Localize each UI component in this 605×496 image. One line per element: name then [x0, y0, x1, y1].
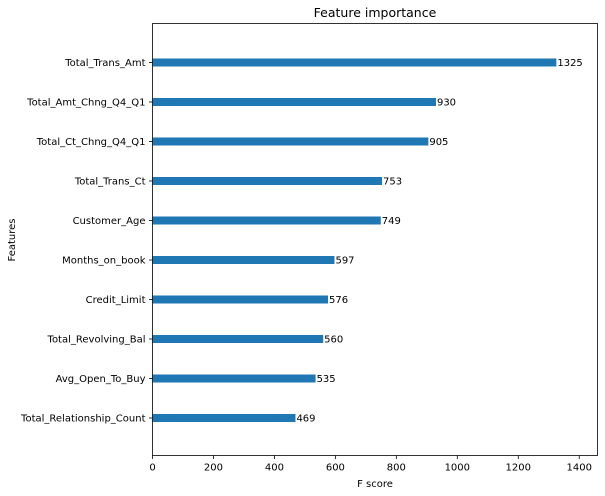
category-label: Total_Revolving_Bal	[47, 335, 146, 346]
x-axis-label: F score	[357, 479, 393, 490]
value-label: 560	[324, 335, 343, 346]
bar-avg-open-to-buy	[152, 374, 316, 383]
category-label: Total_Trans_Ct	[74, 177, 146, 188]
category-label: Total_Trans_Amt	[64, 58, 145, 69]
bar-total-ct-chng-q4-q1	[152, 137, 429, 146]
value-label: 749	[382, 216, 401, 227]
bar-months-on-book	[152, 256, 335, 264]
y-axis-label: Features	[7, 219, 18, 262]
category-label-group: Total_Trans_Amt Total_Amt_Chng_Q4_Q1 Total…	[20, 58, 146, 425]
bar-credit-limit	[152, 295, 329, 304]
value-label: 930	[437, 98, 456, 109]
category-label: Credit_Limit	[86, 295, 146, 306]
category-label: Customer_Age	[73, 216, 146, 227]
category-label: Avg_Open_To_Buy	[56, 374, 146, 385]
x-tick-group: 0 200 400 600 800 1000 1200 1400	[149, 62, 592, 474]
x-tick-label: 1200	[506, 463, 531, 474]
value-label: 576	[329, 295, 348, 306]
x-tick-label: 800	[387, 463, 406, 474]
value-label: 597	[335, 256, 354, 267]
category-label: Total_Amt_Chng_Q4_Q1	[26, 98, 145, 109]
value-label-group: 1325 930 905 753 749 597 576 560 535 469	[296, 58, 582, 425]
bar-total-revolving-bal	[152, 335, 324, 343]
bar-total-amt-chng-q4-q1	[152, 98, 436, 106]
category-label: Total_Ct_Chng_Q4_Q1	[36, 137, 146, 148]
category-label: Months_on_book	[62, 256, 146, 267]
bar-customer-age	[152, 216, 381, 225]
bar-total-trans-amt	[152, 58, 557, 67]
value-label: 753	[383, 177, 402, 188]
x-tick-label: 0	[149, 463, 155, 474]
bar-total-relationship-count	[152, 414, 296, 422]
bar-total-trans-ct	[152, 177, 383, 185]
bar-group	[152, 58, 557, 422]
chart-title: Feature importance	[314, 5, 437, 20]
x-tick-label: 600	[326, 463, 345, 474]
category-label: Total_Relationship_Count	[20, 414, 146, 425]
x-tick-label: 1400	[566, 463, 591, 474]
value-label: 535	[317, 374, 336, 385]
value-label: 1325	[557, 58, 582, 69]
value-label: 469	[296, 414, 315, 425]
plot-frame	[152, 23, 598, 456]
x-tick-label: 400	[265, 463, 284, 474]
value-label: 905	[429, 137, 448, 148]
x-tick-label: 200	[204, 463, 223, 474]
x-tick-label: 1000	[445, 463, 470, 474]
